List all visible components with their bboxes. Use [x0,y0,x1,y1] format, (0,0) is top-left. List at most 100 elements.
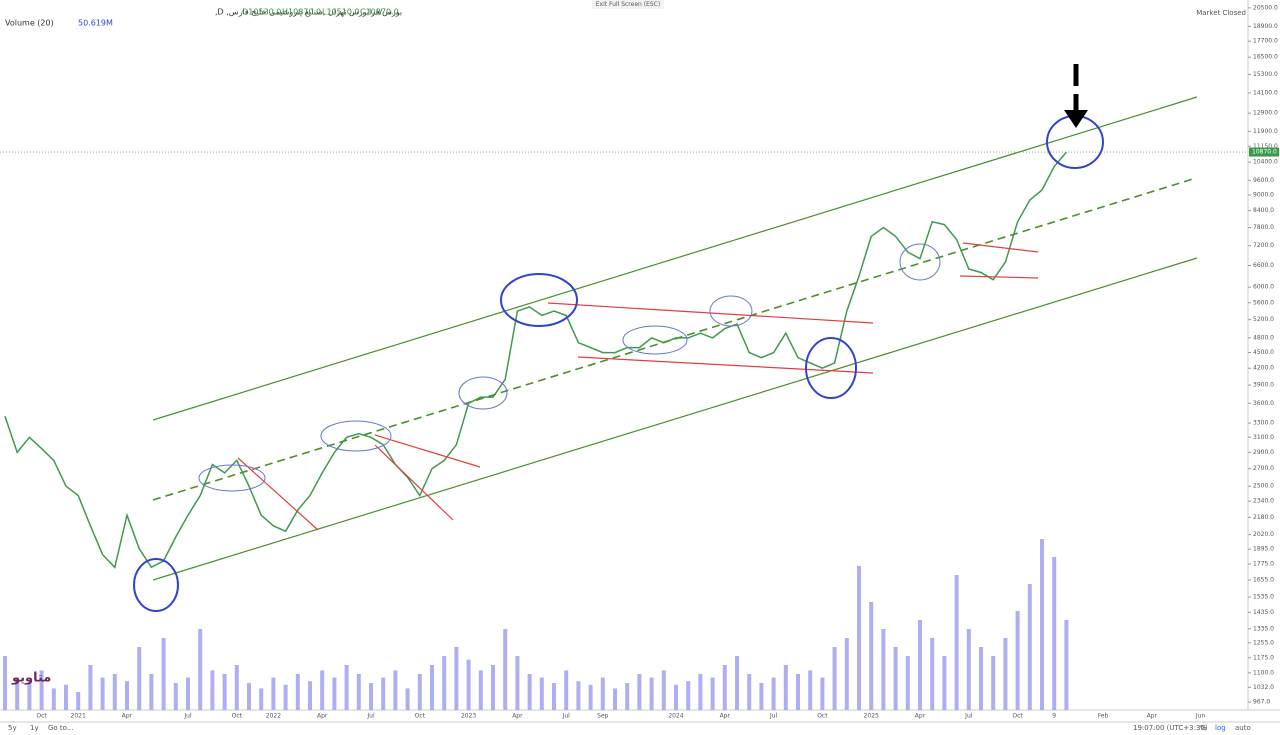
trend-line [962,242,1039,253]
trend-line [577,356,874,374]
volume-bar [979,647,983,710]
volume-bar [88,665,93,710]
volume-bar [64,684,68,710]
x-tick-label: Apr [512,713,523,720]
x-tick-label: Jul [562,713,571,720]
volume-bar [954,575,959,710]
volume-bar [283,684,288,710]
scale-button[interactable]: log [1215,724,1226,732]
x-tick-label: Jul [183,713,192,720]
exit-button-bg[interactable] [592,0,664,9]
volume-bar [112,674,117,710]
y-tick-label: 1895.0 [1253,546,1274,553]
volume-bar [1052,557,1057,710]
volume-bar [771,677,776,710]
volume-bar [759,683,764,710]
volume-bar [796,674,800,710]
y-tick-label: 16500.0 [1253,54,1278,61]
open: O10530.0 [242,8,281,17]
volume-bar [100,677,105,710]
volume-bar [186,677,190,710]
y-tick-label: 4500.0 [1253,349,1274,356]
channel-lower [152,257,1198,581]
volume-bar [210,670,215,710]
y-tick-label: 1100.0 [1253,669,1274,676]
volume-bar [881,629,886,710]
volume-bar [173,683,178,710]
price-line [4,151,1067,569]
volume-bar [259,688,264,710]
volume-bar [613,688,617,710]
volume-bar [222,674,227,710]
x-tick-label: 9 [1052,713,1056,720]
exit-button[interactable]: Exit Full Screen (ESC) [596,1,660,8]
x-tick-label: Apr [1147,713,1158,720]
trend-line [374,444,454,521]
y-tick-label: 2500.0 [1253,483,1274,490]
circle [622,325,688,355]
toolbar-button[interactable]: Go to... [48,724,74,732]
y-tick-label: 1775.0 [1253,561,1274,568]
volume-bar [76,692,81,710]
volume-bar [918,620,922,710]
volume-bar [991,656,996,710]
y-tick-label: 5600.0 [1253,299,1274,306]
close: C10870.0 [360,8,399,17]
y-tick-label: 15300.0 [1253,71,1278,78]
trend-line [959,275,1039,279]
y-tick-label: 1032.0 [1253,684,1274,691]
trend-line [374,434,481,468]
volume-bar [600,677,605,710]
y-tick-label: 2020.0 [1253,531,1274,538]
y-tick-label: 8400.0 [1253,207,1274,214]
volume-bar [491,665,495,710]
volume-bar [576,681,581,710]
red-lines [237,242,1039,531]
x-tick-label: Jul [964,713,973,720]
volume-bar [137,647,142,710]
volume-bar [442,656,447,710]
volume-bar [332,677,337,710]
circle [500,273,578,327]
volume-bar [625,683,630,710]
volume-bar [893,647,898,710]
y-tick-label: 2900.0 [1253,449,1274,456]
x-tick-label: Jul [366,713,375,720]
scale-button[interactable]: auto [1235,724,1251,732]
y-tick-label: 3600.0 [1253,400,1274,407]
y-tick-label: 18900.0 [1253,23,1278,30]
volume-bar [674,684,678,710]
volume-bar [234,665,239,710]
y-tick-label: 1335.0 [1253,625,1274,632]
volume-bar [320,670,325,710]
x-tick-label: Jun [1195,713,1206,720]
trend-line [237,457,319,531]
circle [458,376,508,410]
chart-title: بورس/فرابورس تهران ,صنایع پتروشیمی خلیج … [215,8,402,17]
y-tick-label: 9600.0 [1253,177,1274,184]
volume-bar [198,629,203,710]
volume-bar [735,656,739,710]
arrow-head [1064,110,1088,128]
volume-bar [27,683,32,710]
y-tick-label: 2180.0 [1253,514,1274,521]
toolbar-button[interactable]: 1y [30,724,39,732]
volume-bar [905,656,910,710]
volume-bar [1040,539,1044,710]
low: L10510.0 [322,8,360,17]
y-tick-label: 2340.0 [1253,498,1274,505]
volume-bar [344,665,349,710]
x-tick-label: 2024 [668,713,683,720]
volume-bar [417,674,422,710]
volume-bar [308,681,312,710]
y-tick-label: 5200.0 [1253,316,1274,323]
volume-bar [844,638,849,710]
volume-bar [51,688,56,710]
toolbar-button[interactable]: 5y [8,724,17,732]
volume-bar [564,670,569,710]
scale-button[interactable]: % [1200,724,1207,732]
volume-bar [381,677,386,710]
y-tick-label: 6000.0 [1253,284,1274,291]
